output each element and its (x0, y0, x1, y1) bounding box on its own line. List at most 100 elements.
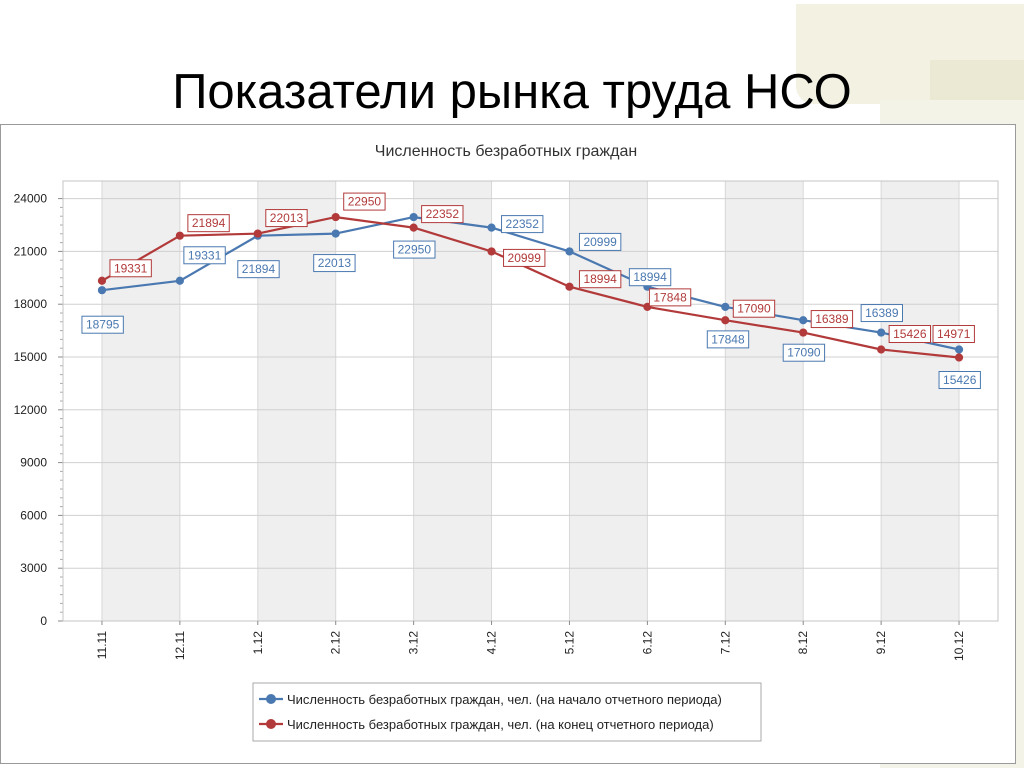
data-label: 19331 (114, 261, 148, 275)
data-label-box (393, 240, 436, 259)
data-label: 22352 (426, 207, 460, 221)
data-labels-layer: 18795 19331 21894 22013 22950 22352 20999 18994… (81, 192, 981, 390)
data-point (721, 302, 730, 311)
data-label-group: 17848 (648, 288, 692, 307)
data-label-box (732, 299, 776, 318)
data-label-box (648, 288, 692, 307)
y-tick-label: 24000 (14, 192, 48, 206)
chart-container: Численность безработных граждан 0 3000 600… (0, 124, 1016, 764)
data-label-group: 17090 (782, 343, 826, 362)
data-label-group: 14971 (932, 325, 975, 344)
data-label-group: 16389 (810, 310, 854, 329)
legend-marker (266, 719, 276, 729)
legend-label: Численность безработных граждан, чел. (н… (287, 717, 714, 732)
data-point (954, 345, 964, 354)
data-label-box (503, 248, 546, 267)
x-tick-label: 12.11 (173, 631, 187, 660)
plot-band (101, 181, 180, 621)
data-point (175, 276, 184, 285)
line-chart: Численность безработных граждан 0 3000 600… (14, 143, 999, 742)
data-label: 20999 (583, 235, 617, 249)
data-point (175, 231, 184, 240)
data-label: 22950 (348, 195, 382, 209)
data-point (409, 223, 418, 232)
data-label: 15426 (943, 373, 977, 387)
data-point (721, 316, 730, 325)
data-label: 15426 (893, 327, 927, 341)
data-label-box (938, 371, 981, 390)
x-tick-label: 5.12 (562, 631, 576, 655)
data-label-group: 18795 (81, 315, 124, 334)
data-label-group: 19331 (109, 259, 152, 278)
data-label-group: 18994 (628, 268, 672, 287)
data-label: 22950 (398, 243, 432, 257)
x-tick-label: 3.12 (407, 631, 421, 655)
data-point (565, 282, 574, 291)
legend-box (252, 682, 762, 742)
x-tick-label: 9.12 (874, 631, 888, 655)
data-label: 16389 (815, 312, 849, 326)
data-label: 17090 (737, 302, 771, 316)
data-label-group: 15426 (888, 325, 931, 344)
data-label-box (187, 214, 230, 233)
data-point (799, 316, 808, 325)
data-label: 17090 (787, 346, 821, 360)
plot-band (725, 181, 804, 621)
y-tick-label: 21000 (14, 244, 48, 258)
x-tick-label: 8.12 (796, 631, 810, 655)
data-point (97, 286, 107, 295)
data-label: 19331 (188, 248, 222, 262)
y-tick-label: 15000 (14, 350, 48, 364)
data-label-group: 21894 (187, 214, 230, 233)
data-point (331, 229, 340, 238)
x-tick-label: 10.12 (952, 631, 966, 661)
x-tick-label: 6.12 (640, 631, 654, 655)
axes: 0 3000 6000 9000 12000 15000 18000 21000 24000 11… (14, 180, 999, 661)
x-tick-label: 4.12 (485, 631, 499, 655)
data-point (877, 328, 886, 337)
data-label: 16389 (865, 306, 899, 320)
data-label-group: 16389 (860, 304, 903, 323)
data-label: 18994 (633, 270, 667, 284)
data-label-box (782, 343, 826, 362)
data-label-box (81, 315, 124, 334)
data-label-group: 22352 (501, 215, 544, 234)
data-point (97, 276, 107, 285)
data-label-group: 22950 (393, 240, 436, 259)
series-line-2 (101, 215, 960, 359)
data-label-group: 22950 (343, 192, 386, 211)
data-label-group: 22352 (421, 205, 464, 224)
data-label-box (183, 246, 226, 265)
data-label-box (265, 209, 308, 228)
y-tick-label: 9000 (20, 456, 47, 470)
data-label-group: 19331 (183, 246, 226, 265)
data-point (565, 247, 574, 256)
legend-label: Численность безработных граждан, чел. (н… (287, 692, 722, 707)
data-label: 18795 (86, 318, 120, 332)
y-tick-label: 18000 (14, 297, 48, 311)
data-label-group: 15426 (938, 371, 981, 390)
data-point (409, 212, 418, 222)
data-label-box (578, 270, 622, 289)
plot-band (257, 181, 336, 621)
data-label-box (860, 304, 903, 323)
data-label-box (932, 325, 975, 344)
data-label-group: 20999 (503, 248, 546, 267)
slide-title: Показатели рынка труда НСО (172, 65, 852, 119)
data-label-group: 17848 (706, 330, 750, 349)
data-point (331, 212, 340, 222)
x-tick-label: 2.12 (329, 631, 343, 655)
data-label: 17848 (711, 332, 745, 346)
data-point (954, 353, 964, 362)
data-label: 20999 (508, 251, 542, 265)
data-label-box (501, 215, 544, 234)
legend-marker (266, 694, 276, 704)
y-tick-label: 3000 (20, 561, 47, 575)
data-label: 21894 (242, 262, 276, 276)
y-tick-label: 0 (40, 614, 47, 628)
data-label: 14971 (937, 327, 971, 341)
data-label: 22352 (506, 217, 540, 231)
data-label-box (628, 268, 672, 287)
data-point (487, 247, 496, 256)
y-tick-label: 12000 (14, 403, 48, 417)
